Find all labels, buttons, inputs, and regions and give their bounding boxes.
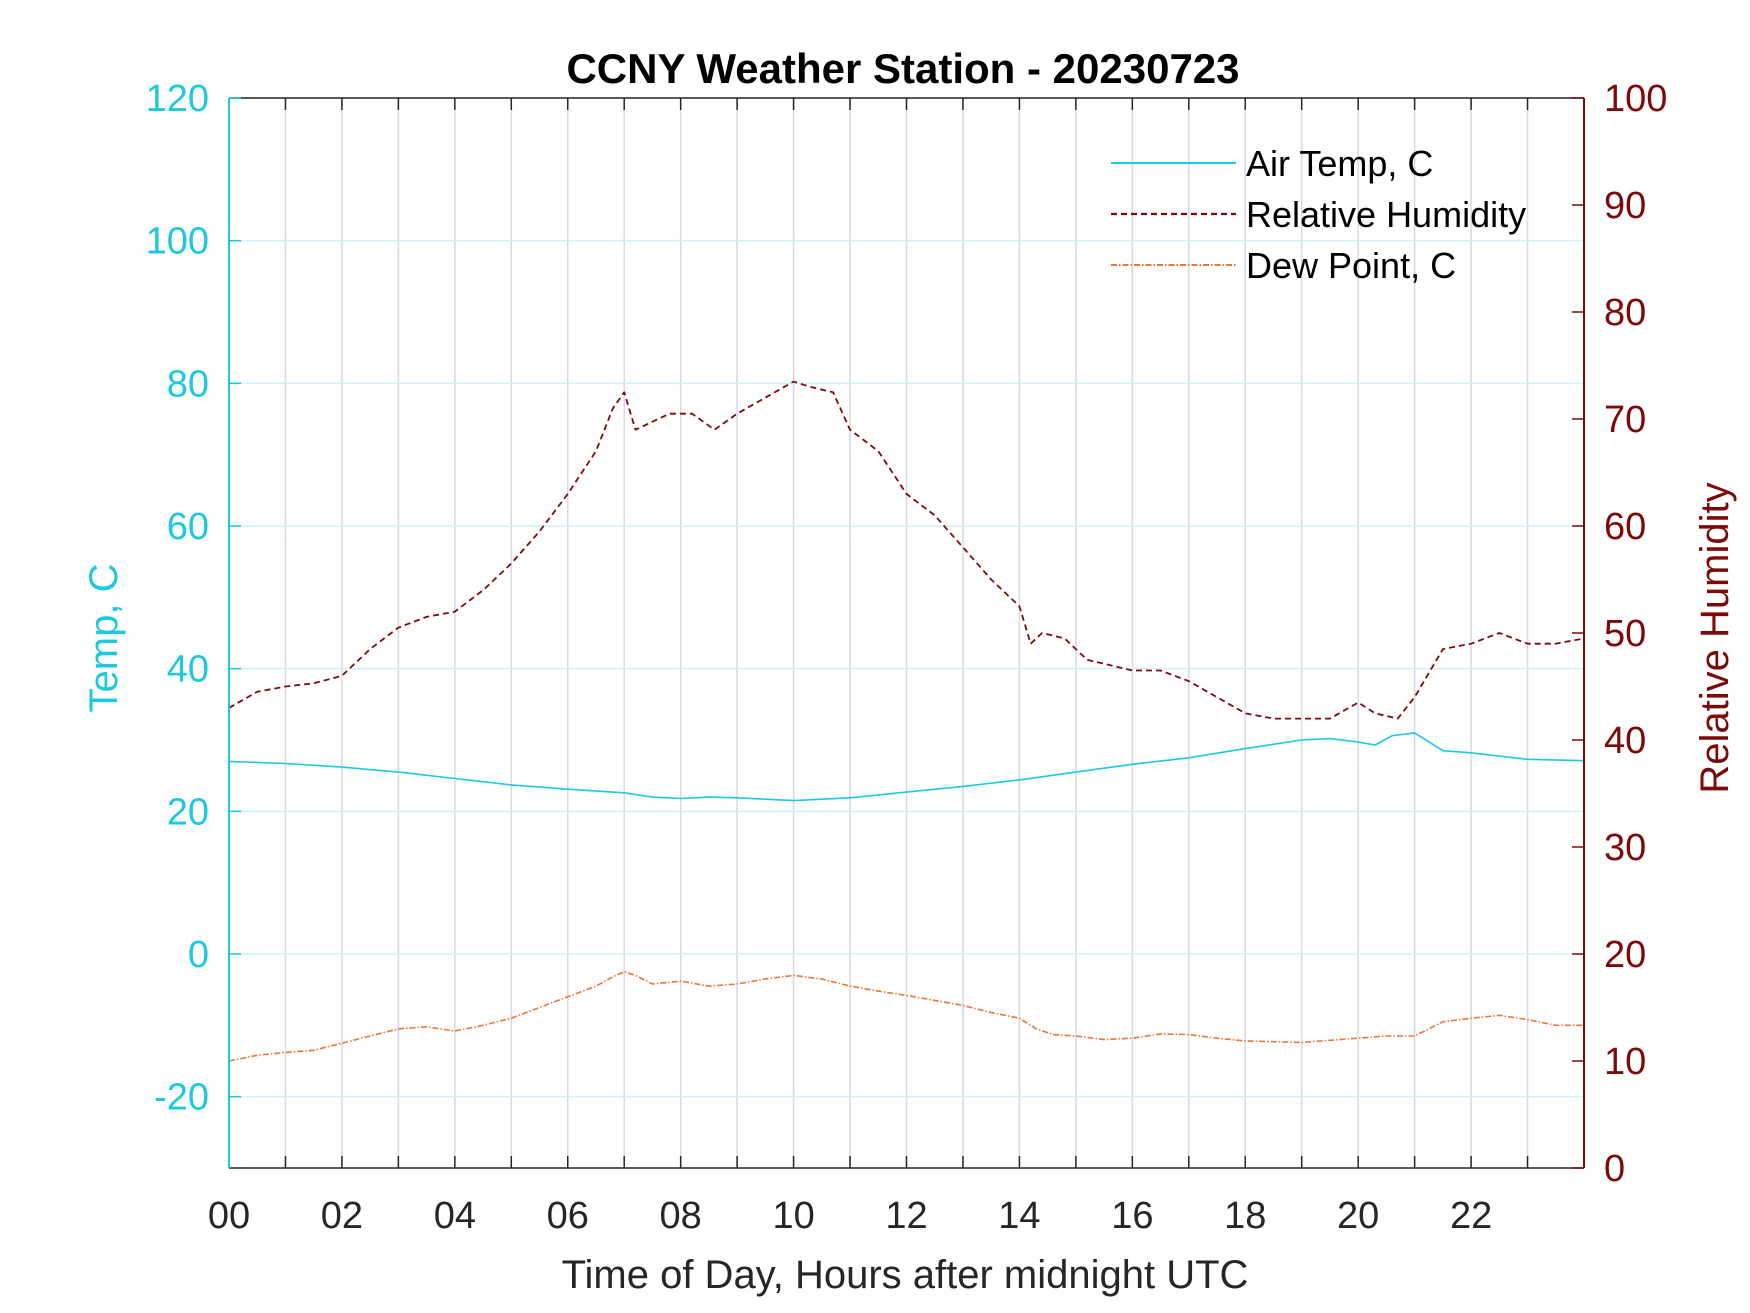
right-tick-label: 10 xyxy=(1604,1041,1646,1083)
right-tick-label: 100 xyxy=(1604,78,1667,120)
left-tick-label: 80 xyxy=(167,363,209,405)
right-tick-label: 0 xyxy=(1604,1148,1625,1190)
axes xyxy=(228,97,1585,1169)
series-line-air-temp xyxy=(228,732,1585,802)
x-tick-label: 06 xyxy=(547,1195,589,1237)
right-y-axis-label: Relative Humidity xyxy=(1693,482,1737,793)
left-tick-label: 120 xyxy=(146,78,209,120)
right-tick-label: 20 xyxy=(1604,934,1646,976)
x-tick-label: 10 xyxy=(772,1195,814,1237)
legend-label: Relative Humidity xyxy=(1246,194,1526,235)
series-line-humidity xyxy=(228,380,1585,720)
right-tick-label: 40 xyxy=(1604,720,1646,762)
chart-title: CCNY Weather Station - 20230723 xyxy=(566,45,1239,92)
x-tick-label: 20 xyxy=(1337,1195,1379,1237)
data-series xyxy=(228,380,1585,1062)
left-tick-label: 20 xyxy=(167,791,209,833)
x-tick-label: 22 xyxy=(1450,1195,1492,1237)
legend: Air Temp, C Relative Humidity Dew Point, C xyxy=(1111,143,1526,286)
x-tick-label: 00 xyxy=(208,1195,250,1237)
x-tick-label: 12 xyxy=(885,1195,927,1237)
x-tick-label: 18 xyxy=(1224,1195,1266,1237)
x-tick-label: 14 xyxy=(998,1195,1040,1237)
right-tick-label: 80 xyxy=(1604,292,1646,334)
left-tick-label: 40 xyxy=(167,649,209,691)
left-tick-label: 0 xyxy=(188,934,209,976)
x-axis-label: Time of Day, Hours after midnight UTC xyxy=(562,1253,1249,1297)
right-tick-label: 70 xyxy=(1604,399,1646,441)
x-tick-label: 08 xyxy=(660,1195,702,1237)
left-y-axis-label: Temp, C xyxy=(82,564,126,713)
legend-label: Air Temp, C xyxy=(1246,143,1433,184)
right-tick-label: 60 xyxy=(1604,506,1646,548)
x-tick-label: 04 xyxy=(434,1195,476,1237)
series-line-dew-point xyxy=(228,970,1584,1062)
right-tick-label: 30 xyxy=(1604,827,1646,869)
left-tick-label: 60 xyxy=(167,506,209,548)
left-tick-label: -20 xyxy=(154,1077,209,1119)
legend-label: Dew Point, C xyxy=(1246,245,1456,286)
right-tick-label: 90 xyxy=(1604,185,1646,227)
tick-labels: 00 02 04 06 08 10 12 14 16 18 20 22-200204060801001… xyxy=(146,78,1668,1237)
left-tick-label: 100 xyxy=(146,221,209,263)
right-tick-label: 50 xyxy=(1604,613,1646,655)
x-tick-label: 16 xyxy=(1111,1195,1153,1237)
grid-lines xyxy=(229,97,1584,1168)
x-tick-label: 02 xyxy=(321,1195,363,1237)
